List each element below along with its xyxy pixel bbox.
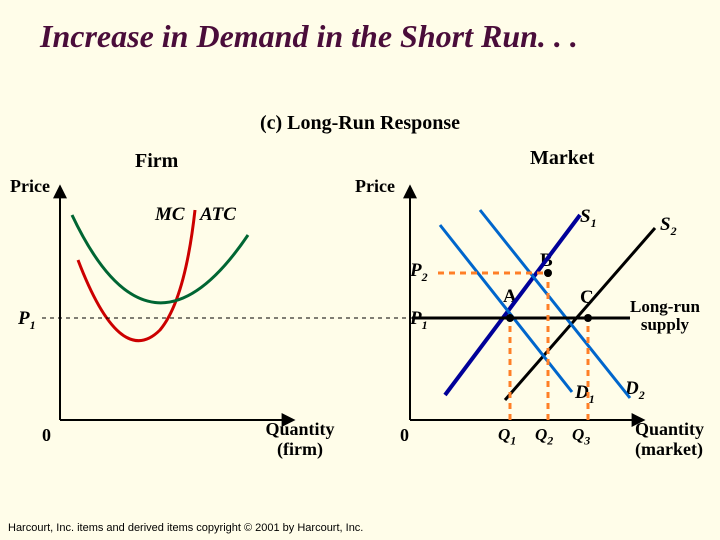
economics-diagram [0,0,720,540]
copyright-footer: Harcourt, Inc. items and derived items c… [8,522,363,534]
